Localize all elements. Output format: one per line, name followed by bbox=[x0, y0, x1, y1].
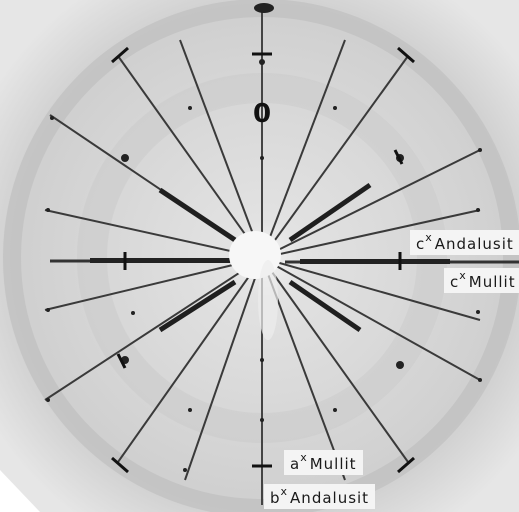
mineral-name: Andalusit bbox=[290, 489, 370, 507]
mineral-name: Mullit bbox=[468, 273, 516, 291]
strong-diagonals bbox=[158, 182, 372, 333]
central-glare-shadow bbox=[258, 260, 278, 340]
label-a-mullit: ax Mullit bbox=[284, 450, 363, 475]
label-c-mullit: cx Mullit bbox=[444, 268, 519, 293]
reciprocal-mark: x bbox=[459, 269, 467, 282]
axis-letter: b bbox=[270, 489, 281, 507]
axis-letter: a bbox=[290, 455, 301, 473]
label-c-andalusit: cx Andalusit bbox=[410, 230, 519, 255]
cross-marks bbox=[111, 46, 415, 474]
axis-letter: c bbox=[450, 273, 460, 291]
origin-mark: 0 bbox=[252, 99, 272, 129]
reciprocal-mark: x bbox=[300, 451, 308, 464]
reflection-spots bbox=[46, 59, 482, 472]
reciprocal-mark: x bbox=[425, 231, 433, 244]
horizontal-streak-left-strong bbox=[90, 258, 230, 263]
horizontal-streak-right-strong bbox=[300, 259, 450, 264]
corner-cut bbox=[0, 470, 40, 512]
diagonal-streaks bbox=[44, 39, 481, 481]
label-b-andalusit: bx Andalusit bbox=[264, 484, 376, 509]
top-spot bbox=[254, 3, 274, 13]
reciprocal-mark: x bbox=[280, 485, 289, 498]
mineral-name: Mullit bbox=[309, 455, 357, 473]
mineral-name: Andalusit bbox=[434, 235, 514, 253]
axis-letter: c bbox=[416, 235, 426, 253]
